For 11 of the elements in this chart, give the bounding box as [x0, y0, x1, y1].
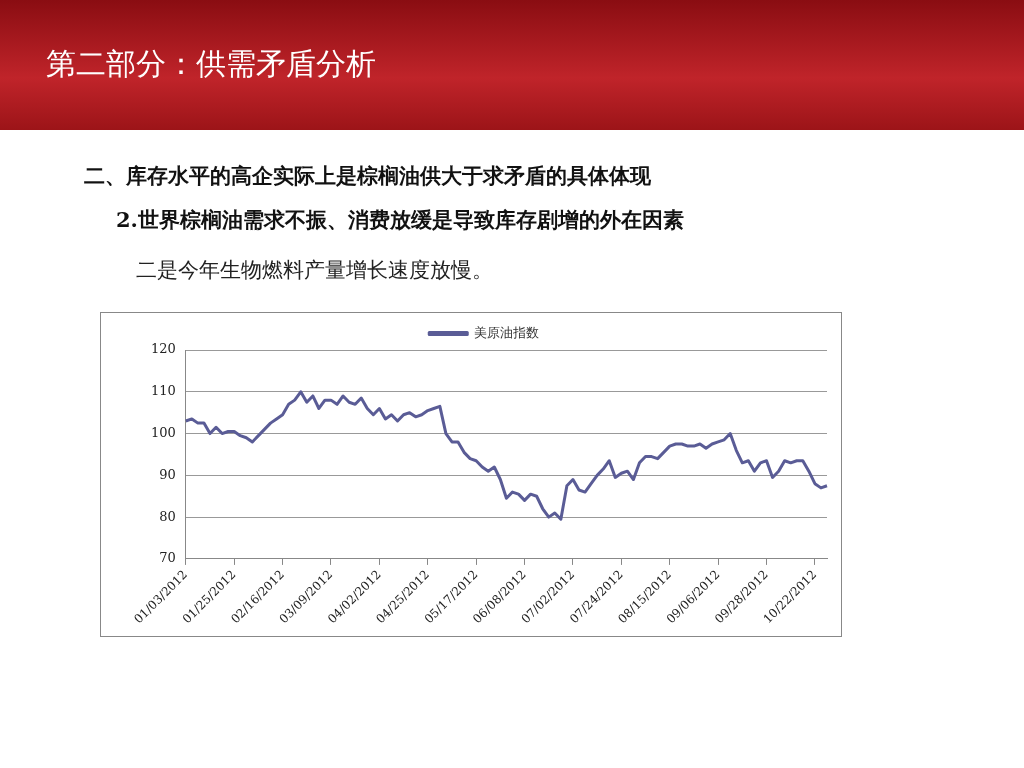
chart-title: 第二部分：供需矛盾分析 — [46, 45, 376, 83]
y-tick-label: 110 — [150, 383, 176, 399]
y-tick-label: 80 — [159, 508, 176, 524]
text: 2.世界棕榈油需求不振、消费放缓是导致库存剧增的外在因素 — [116, 206, 684, 234]
legend-label: 美原油指数 — [473, 324, 539, 340]
y-tick-label: 70 — [159, 550, 176, 566]
chart-subtitle: 二、库存水平的高企实际上是棕榈油供大于求矛盾的具体体现 — [84, 162, 651, 190]
y-tick-label: 100 — [150, 424, 176, 440]
y-tick-label: 90 — [159, 466, 176, 482]
text: 二是今年生物燃料产量增长速度放慢。 — [136, 257, 493, 284]
y-tick-label: 120 — [150, 341, 176, 357]
